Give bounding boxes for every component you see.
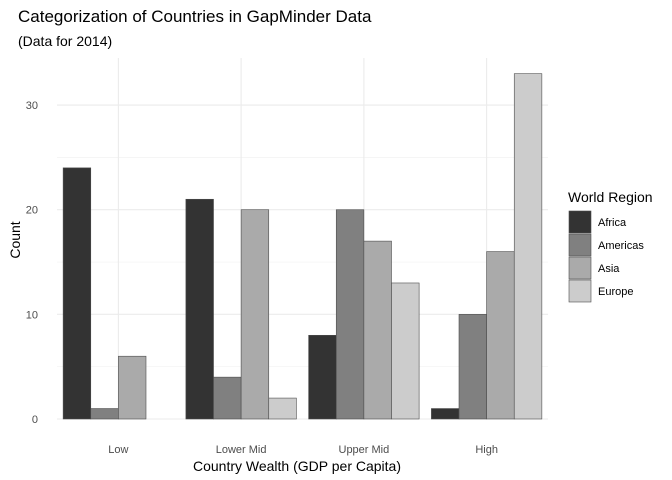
bar-americas-high	[458, 314, 487, 420]
bar-europe-upper-mid	[391, 282, 420, 420]
y-axis-title: Count	[7, 221, 23, 258]
x-tick-label: Lower Mid	[216, 444, 267, 456]
legend-label-africa: Africa	[598, 217, 627, 229]
x-tick-label: Low	[108, 444, 128, 456]
y-tick-label: 30	[26, 100, 38, 112]
legend-key-americas	[568, 233, 592, 257]
bar-africa-high	[431, 408, 460, 420]
bars	[62, 73, 543, 420]
bar-asia-lower-mid	[240, 209, 270, 420]
legend: World Region Africa Americas Asia Europe	[568, 189, 653, 303]
legend-title: World Region	[568, 189, 653, 205]
y-axis-ticks: 0 10 20 30	[26, 100, 38, 426]
y-tick-label: 20	[26, 205, 38, 217]
legend-label-asia: Asia	[598, 263, 620, 275]
x-tick-label: High	[475, 444, 498, 456]
y-tick-label: 0	[32, 414, 38, 426]
bar-asia-high	[486, 251, 515, 420]
x-axis-ticks: Low Lower Mid Upper Mid High	[108, 444, 498, 456]
y-tick-label: 10	[26, 309, 38, 321]
bar-asia-upper-mid	[363, 240, 392, 420]
bar-americas-upper-mid	[335, 209, 365, 420]
legend-label-europe: Europe	[598, 286, 633, 298]
legend-key-asia	[568, 256, 592, 280]
bar-africa-upper-mid	[308, 334, 337, 420]
bar-americas-lower-mid	[213, 376, 242, 420]
bar-asia-low	[118, 355, 147, 420]
bar-europe-lower-mid	[268, 397, 297, 420]
bar-africa-lower-mid	[185, 198, 214, 420]
chart-title: Categorization of Countries in GapMinder…	[18, 7, 372, 26]
x-tick-label: Upper Mid	[339, 444, 390, 456]
bar-africa-low	[62, 167, 92, 420]
legend-key-europe	[568, 279, 592, 303]
bar-europe-high	[513, 73, 543, 420]
legend-label-americas: Americas	[598, 240, 644, 252]
x-axis-title: Country Wealth (GDP per Capita)	[193, 458, 401, 474]
legend-key-africa	[568, 210, 592, 234]
chart-subtitle: (Data for 2014)	[18, 33, 113, 49]
bar-americas-low	[90, 408, 119, 420]
